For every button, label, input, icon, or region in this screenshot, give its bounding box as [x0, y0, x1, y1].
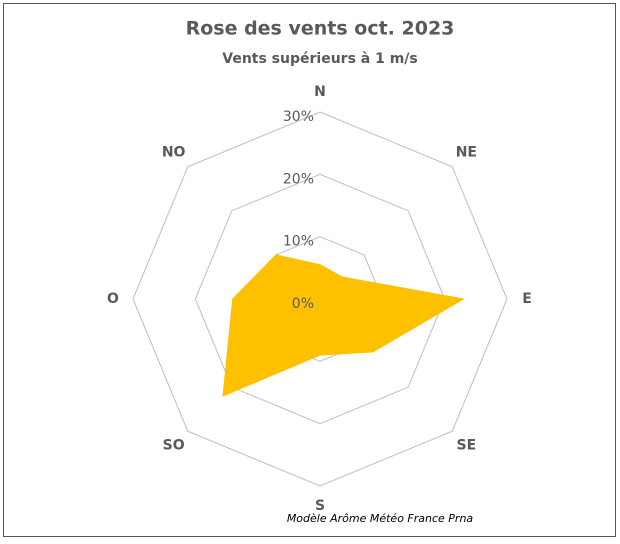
y-tick-label: 20% — [283, 171, 314, 187]
category-label: S — [315, 498, 325, 514]
category-label: NO — [162, 145, 186, 161]
chart-note: Modèle Arôme Météo France Prna — [287, 512, 474, 525]
chart-title: Rose des vents oct. 2023 — [186, 18, 455, 40]
radar-area — [222, 254, 465, 397]
chart-subtitle: Vents supérieurs à 1 m/s — [222, 51, 418, 67]
y-tick-label: 30% — [283, 109, 314, 125]
category-label: E — [522, 291, 532, 307]
y-tick-label: 10% — [283, 234, 314, 250]
category-label: SE — [457, 437, 477, 453]
grid-ring — [132, 111, 508, 487]
category-label: NE — [456, 145, 477, 161]
category-label: O — [107, 291, 119, 307]
y-tick-label: 0% — [292, 296, 314, 312]
grid-ring — [194, 173, 446, 425]
category-label: SO — [163, 437, 185, 453]
category-label: N — [314, 84, 326, 100]
